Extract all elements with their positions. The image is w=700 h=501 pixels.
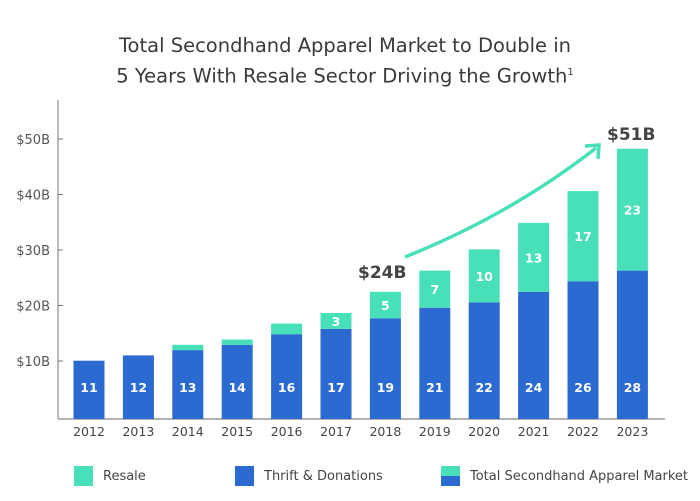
x-tick-label: 2017 xyxy=(320,424,352,439)
legend-item-thrift: Thrift & Donations xyxy=(235,466,383,486)
bar-label-resale: 5 xyxy=(381,298,390,313)
legend-label: Total Secondhand Apparel Market xyxy=(470,468,689,484)
bar-label-thrift: 19 xyxy=(377,380,394,395)
x-tick-label: 2015 xyxy=(221,424,253,439)
y-tick-label: $50B xyxy=(16,133,50,148)
legend-item-total: Total Secondhand Apparel Market xyxy=(441,466,688,486)
bar-resale-2019 xyxy=(419,270,451,308)
legend-swatch-total xyxy=(441,466,460,486)
x-tick-label: 2019 xyxy=(419,424,451,439)
bar-thrift-2014 xyxy=(172,350,204,419)
bar-label-thrift: 14 xyxy=(228,380,246,395)
bar-label-thrift: 13 xyxy=(179,380,196,395)
bar-thrift-2016 xyxy=(271,334,303,419)
bar-resale-2015 xyxy=(221,339,253,345)
chart-title: Total Secondhand Apparel Market to Doubl… xyxy=(0,32,690,90)
bar-thrift-2015 xyxy=(221,344,253,419)
bar-thrift-2021 xyxy=(518,291,550,419)
bar-label-thrift: 16 xyxy=(278,380,296,395)
bar-label-thrift: 22 xyxy=(475,380,492,395)
y-tick-label: $10B xyxy=(16,355,50,370)
y-tick-label: $30B xyxy=(16,244,50,259)
bar-resale-2014 xyxy=(172,344,204,351)
legend-item-resale: Resale xyxy=(74,466,146,486)
bar-thrift-2023 xyxy=(616,270,648,419)
bar-label-resale: 10 xyxy=(475,269,493,284)
x-tick-label: 2012 xyxy=(73,424,105,439)
growth-arrowhead-icon xyxy=(584,143,601,160)
x-tick-label: 2020 xyxy=(468,424,500,439)
x-tick-label: 2021 xyxy=(518,424,550,439)
x-tick-label: 2023 xyxy=(616,424,648,439)
bar-resale-2022 xyxy=(567,191,599,282)
bar-thrift-2019 xyxy=(419,307,451,419)
bar-label-thrift: 26 xyxy=(574,380,592,395)
bar-thrift-2012 xyxy=(73,360,105,419)
bar-label-thrift: 21 xyxy=(426,380,443,395)
annotation-end: $51B xyxy=(607,125,655,145)
bar-thrift-2020 xyxy=(468,302,500,419)
bar-resale-2017 xyxy=(320,313,352,329)
bar-label-thrift: 11 xyxy=(80,380,97,395)
growth-arrow xyxy=(404,146,598,259)
bar-resale-2023 xyxy=(616,148,648,271)
bar-label-resale: 13 xyxy=(525,250,542,265)
bar-resale-2020 xyxy=(468,249,500,303)
annotation-start: $24B xyxy=(358,263,406,283)
title-line-2: 5 Years With Resale Sector Driving the G… xyxy=(116,64,568,88)
bar-thrift-2022 xyxy=(567,281,599,419)
bar-label-thrift: 12 xyxy=(130,380,147,395)
bar-label-resale: 23 xyxy=(624,203,641,218)
legend-label: Thrift & Donations xyxy=(264,468,383,484)
legend-label: Resale xyxy=(103,468,146,484)
bar-thrift-2017 xyxy=(320,328,352,419)
bar-label-thrift: 17 xyxy=(327,380,344,395)
bar-resale-2021 xyxy=(518,222,550,292)
title-line-2-wrap: 5 Years With Resale Sector Driving the G… xyxy=(0,59,690,90)
y-tick-label: $20B xyxy=(16,300,50,315)
bar-label-resale: 7 xyxy=(430,282,439,297)
bar-label-thrift: 24 xyxy=(525,380,543,395)
bar-label-resale: 3 xyxy=(332,314,341,329)
title-line-1: Total Secondhand Apparel Market to Doubl… xyxy=(118,34,572,57)
bar-thrift-2018 xyxy=(369,318,401,419)
title-footnote: 1 xyxy=(567,67,574,78)
legend-swatch-resale xyxy=(74,466,93,486)
x-tick-label: 2018 xyxy=(369,424,401,439)
x-tick-label: 2013 xyxy=(122,424,154,439)
x-tick-label: 2016 xyxy=(271,424,303,439)
legend-swatch-thrift xyxy=(235,466,254,486)
bar-label-thrift: 28 xyxy=(624,380,641,395)
bar-resale-2016 xyxy=(271,323,303,335)
y-tick-label: $40B xyxy=(16,189,50,204)
x-tick-label: 2014 xyxy=(172,424,204,439)
x-tick-label: 2022 xyxy=(567,424,599,439)
bar-resale-2018 xyxy=(369,291,401,319)
bar-thrift-2013 xyxy=(122,355,154,419)
bar-label-resale: 17 xyxy=(574,229,591,244)
